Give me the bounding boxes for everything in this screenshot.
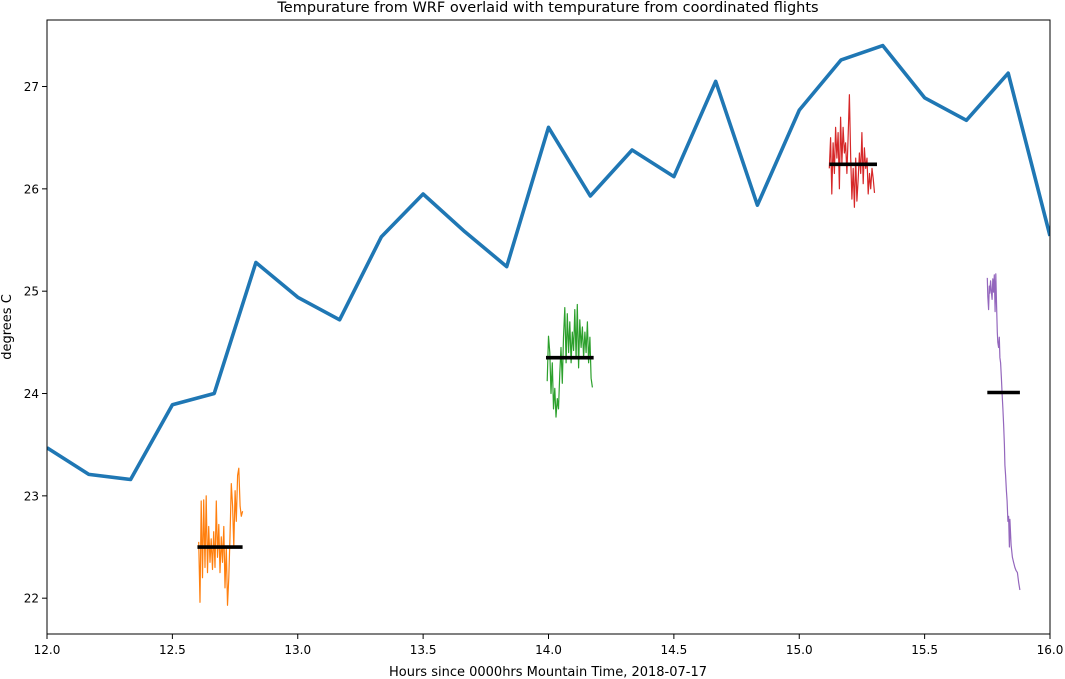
series-line-2 — [198, 467, 244, 606]
y-axis-label: degrees C — [0, 294, 15, 360]
x-tick-label: 15.5 — [911, 643, 938, 657]
y-tick-label: 23 — [24, 489, 39, 503]
x-tick-label: 13.0 — [284, 643, 311, 657]
series-line-4 — [828, 94, 876, 208]
y-tick-label: 24 — [24, 387, 39, 401]
y-tick-label: 27 — [24, 80, 39, 94]
y-tick-label: 22 — [24, 592, 39, 606]
x-tick-label: 12.0 — [34, 643, 61, 657]
y-axis: 22 23 24 25 26 27 — [24, 80, 47, 606]
x-tick-label: 14.0 — [535, 643, 562, 657]
x-tick-label: 14.5 — [661, 643, 688, 657]
x-tick-label: 13.5 — [410, 643, 437, 657]
x-tick-label: 15.0 — [786, 643, 813, 657]
series-line-3 — [546, 303, 593, 418]
x-axis: 12.0 12.5 13.0 13.5 14.0 14.5 15.0 15.5 16.0 — [34, 634, 1064, 657]
series-line-1 — [47, 43, 1050, 482]
x-tick-label: 12.5 — [159, 643, 186, 657]
x-tick-label: 16.0 — [1037, 643, 1064, 657]
chart-title: Tempurature from WRF overlaid with tempu… — [276, 0, 818, 16]
x-axis-label: Hours since 0000hrs Mountain Time, 2018-… — [389, 665, 707, 679]
y-tick-label: 26 — [24, 182, 39, 196]
y-tick-label: 25 — [24, 285, 39, 299]
series-line-5 — [986, 273, 1021, 591]
